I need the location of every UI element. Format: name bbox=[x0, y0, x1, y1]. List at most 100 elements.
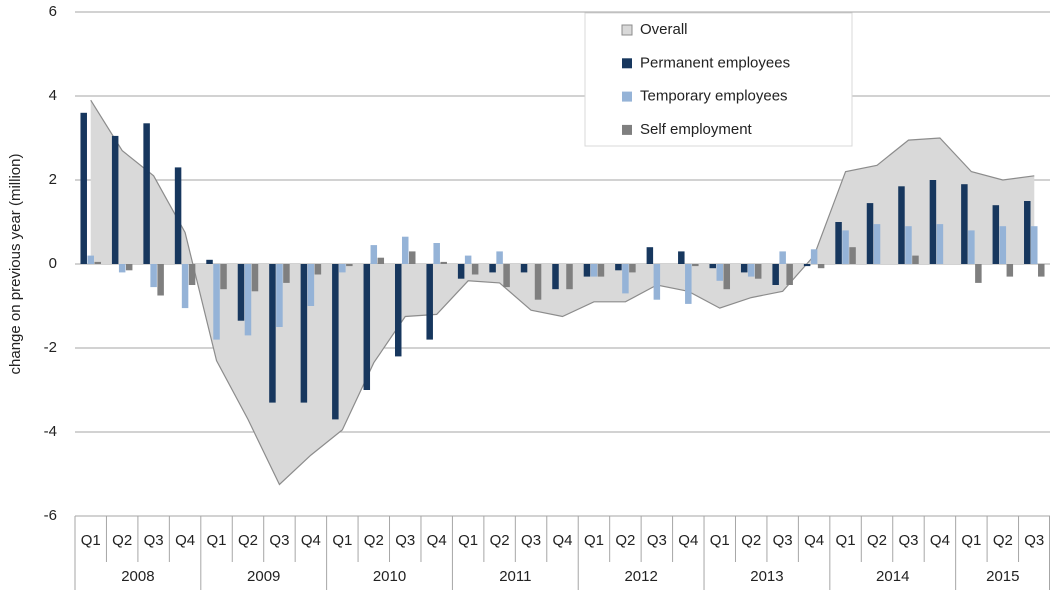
bar bbox=[692, 264, 699, 267]
legend-label: Temporary employees bbox=[640, 88, 788, 105]
bar bbox=[1038, 264, 1045, 277]
bar bbox=[810, 249, 818, 264]
bar bbox=[213, 264, 220, 340]
bar bbox=[1024, 201, 1031, 264]
bar bbox=[471, 264, 479, 275]
x-tick-label: Q3 bbox=[898, 532, 918, 549]
bar bbox=[503, 264, 510, 288]
x-tick-label: Q1 bbox=[332, 532, 352, 549]
y-tick-label: 0 bbox=[49, 255, 57, 272]
x-tick-label: Q3 bbox=[1024, 532, 1044, 549]
legend-swatch bbox=[622, 124, 632, 135]
group-label: 2008 bbox=[121, 568, 154, 585]
bar bbox=[489, 264, 496, 273]
y-tick-label: -2 bbox=[44, 339, 57, 356]
x-tick-label: Q3 bbox=[773, 532, 793, 549]
bar bbox=[143, 123, 150, 264]
x-tick-label: Q4 bbox=[175, 532, 195, 549]
bar bbox=[716, 264, 724, 281]
bar bbox=[786, 264, 793, 285]
bar bbox=[87, 255, 94, 264]
x-tick-label: Q1 bbox=[207, 532, 227, 549]
bar bbox=[276, 264, 283, 327]
x-tick-label: Q4 bbox=[552, 532, 572, 549]
bar bbox=[566, 264, 573, 290]
bar bbox=[377, 257, 385, 264]
bar bbox=[968, 230, 975, 264]
bar bbox=[394, 264, 402, 357]
x-tick-label: Q3 bbox=[647, 532, 667, 549]
bar bbox=[181, 264, 189, 309]
x-tick-label: Q4 bbox=[930, 532, 950, 549]
bar bbox=[370, 245, 378, 264]
y-tick-label: 2 bbox=[49, 171, 57, 188]
x-tick-label: Q4 bbox=[301, 532, 321, 549]
bar bbox=[251, 264, 259, 292]
x-tick-label: Q2 bbox=[867, 532, 887, 549]
bar bbox=[646, 247, 654, 264]
bar bbox=[999, 226, 1007, 264]
bar bbox=[842, 230, 849, 264]
bar bbox=[118, 264, 126, 273]
x-tick-label: Q4 bbox=[427, 532, 447, 549]
bar bbox=[401, 236, 409, 264]
bar bbox=[332, 264, 339, 420]
bar bbox=[629, 264, 636, 273]
y-axis-title: change on previous year (million) bbox=[7, 154, 24, 375]
bar bbox=[898, 186, 905, 264]
bar bbox=[653, 264, 661, 300]
bar bbox=[269, 264, 276, 403]
x-tick-label: Q1 bbox=[81, 532, 101, 549]
x-tick-label: Q2 bbox=[364, 532, 384, 549]
group-label: 2012 bbox=[624, 568, 657, 585]
bar bbox=[835, 222, 842, 264]
x-tick-label: Q1 bbox=[961, 532, 981, 549]
bar bbox=[709, 264, 717, 269]
bar bbox=[597, 264, 605, 277]
bar bbox=[457, 264, 465, 279]
group-label: 2014 bbox=[876, 568, 909, 585]
bar bbox=[740, 264, 748, 273]
bar bbox=[622, 264, 629, 294]
bar bbox=[975, 264, 982, 283]
bar bbox=[174, 167, 182, 264]
bar bbox=[150, 264, 157, 288]
bar bbox=[496, 251, 503, 264]
bar bbox=[80, 112, 87, 264]
x-tick-label: Q1 bbox=[836, 532, 856, 549]
bar bbox=[125, 264, 133, 271]
bar bbox=[111, 135, 119, 264]
bar bbox=[464, 255, 472, 264]
bar bbox=[961, 184, 968, 264]
x-tick-label: Q3 bbox=[395, 532, 415, 549]
bar bbox=[779, 251, 786, 264]
bar bbox=[220, 264, 227, 290]
bar bbox=[534, 264, 542, 300]
bar bbox=[754, 264, 762, 279]
group-label: 2013 bbox=[750, 568, 783, 585]
bar bbox=[408, 251, 416, 264]
x-tick-label: Q3 bbox=[521, 532, 541, 549]
bar bbox=[1006, 264, 1014, 277]
legend-label: Self employment bbox=[640, 121, 753, 138]
x-tick-label: Q2 bbox=[238, 532, 258, 549]
bar bbox=[849, 247, 856, 264]
bar bbox=[817, 264, 825, 269]
bar bbox=[992, 205, 1000, 264]
area-line bbox=[90, 99, 1035, 486]
bar bbox=[244, 264, 252, 336]
x-tick-label: Q2 bbox=[490, 532, 510, 549]
x-tick-label: Q1 bbox=[584, 532, 604, 549]
bar bbox=[678, 251, 685, 264]
bar bbox=[363, 264, 371, 390]
bar bbox=[237, 264, 245, 321]
group-label: 2010 bbox=[373, 568, 406, 585]
bar bbox=[440, 261, 447, 264]
bar bbox=[188, 264, 196, 285]
bar bbox=[803, 264, 811, 267]
bar bbox=[615, 264, 622, 271]
x-tick-label: Q4 bbox=[804, 532, 824, 549]
bar bbox=[552, 264, 559, 290]
y-tick-label: 4 bbox=[49, 87, 57, 104]
